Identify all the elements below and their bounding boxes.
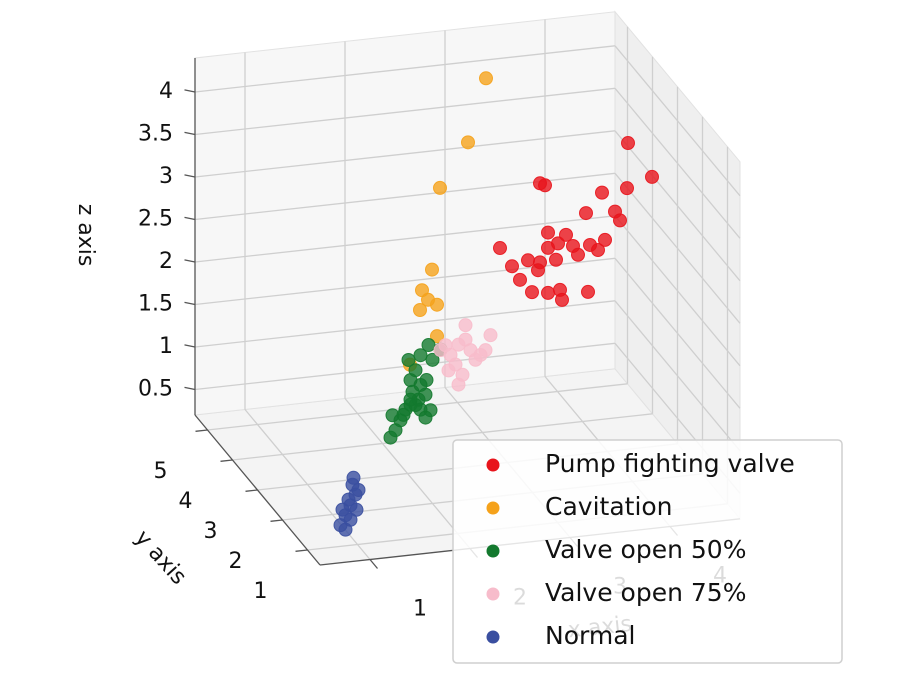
point bbox=[541, 225, 555, 240]
y-tick bbox=[195, 429, 208, 432]
point bbox=[645, 169, 659, 184]
point bbox=[461, 135, 475, 150]
x-tick-label: 1 bbox=[413, 597, 427, 622]
point bbox=[559, 227, 573, 242]
point bbox=[451, 377, 466, 392]
point bbox=[421, 337, 436, 352]
points bbox=[333, 71, 659, 537]
point bbox=[505, 259, 519, 274]
point bbox=[579, 206, 593, 221]
z-tick-label: 0.5 bbox=[138, 377, 173, 402]
point bbox=[408, 363, 423, 378]
y-tick-label: 4 bbox=[179, 489, 193, 514]
point bbox=[595, 185, 609, 200]
point bbox=[346, 470, 361, 485]
legend-marker bbox=[486, 458, 500, 472]
z-tick bbox=[184, 259, 196, 263]
z-tick-label: 3 bbox=[159, 164, 173, 189]
point bbox=[549, 252, 563, 267]
z-tick-label: 1 bbox=[159, 334, 173, 359]
y-tick-label: 3 bbox=[204, 519, 218, 544]
point bbox=[581, 284, 595, 299]
z-tick-label: 1.5 bbox=[138, 292, 173, 317]
y-tick bbox=[220, 459, 233, 462]
point bbox=[598, 232, 612, 247]
z-tick-label: 2 bbox=[159, 249, 173, 274]
point bbox=[458, 318, 473, 333]
point bbox=[396, 407, 411, 422]
point bbox=[403, 392, 418, 407]
point bbox=[430, 329, 444, 344]
legend-marker bbox=[486, 501, 500, 515]
legend-label: Pump fighting valve bbox=[545, 449, 795, 478]
z-tick bbox=[184, 89, 196, 93]
point bbox=[521, 253, 535, 268]
point bbox=[620, 181, 634, 196]
z-tick bbox=[184, 344, 196, 348]
z-tick bbox=[184, 131, 196, 136]
point bbox=[621, 136, 635, 151]
point bbox=[531, 263, 545, 278]
point bbox=[441, 363, 456, 378]
point bbox=[483, 328, 498, 343]
z-tick bbox=[184, 386, 196, 391]
legend-marker bbox=[486, 587, 500, 601]
point bbox=[338, 522, 353, 537]
y-tick bbox=[270, 519, 283, 522]
point bbox=[433, 180, 447, 195]
point bbox=[479, 71, 493, 86]
point bbox=[525, 285, 539, 300]
point bbox=[351, 482, 366, 497]
y-tick-label: 5 bbox=[154, 459, 168, 484]
x-grid-line bbox=[344, 398, 471, 549]
z-tick-label: 2.5 bbox=[138, 207, 173, 232]
legend: Pump fighting valve Cavitation Valve open … bbox=[452, 439, 843, 664]
point bbox=[413, 303, 427, 317]
point bbox=[555, 292, 569, 307]
point bbox=[433, 343, 448, 358]
point bbox=[613, 213, 627, 228]
point bbox=[413, 377, 428, 392]
legend-label: Valve open 50% bbox=[545, 535, 746, 564]
point bbox=[591, 243, 605, 258]
y-tick bbox=[295, 549, 308, 552]
point bbox=[335, 502, 350, 517]
legend-box bbox=[452, 439, 843, 664]
point bbox=[425, 262, 439, 277]
z-tick bbox=[184, 216, 196, 221]
z-tick-label: 4 bbox=[159, 79, 173, 104]
legend-marker bbox=[486, 630, 500, 644]
z-tick bbox=[184, 174, 196, 178]
y-tick-label: 2 bbox=[229, 549, 243, 574]
y-tick bbox=[245, 489, 258, 492]
legend-marker bbox=[486, 544, 500, 558]
point bbox=[468, 352, 483, 367]
point bbox=[513, 272, 527, 287]
point bbox=[541, 285, 555, 300]
point bbox=[533, 176, 547, 191]
y-tick-label: 1 bbox=[254, 579, 268, 604]
point bbox=[401, 352, 416, 367]
point bbox=[458, 332, 473, 347]
legend-label: Valve open 75% bbox=[545, 578, 746, 607]
point bbox=[413, 348, 428, 363]
point bbox=[418, 410, 433, 425]
point bbox=[493, 241, 507, 256]
point bbox=[571, 247, 585, 262]
point bbox=[551, 236, 565, 251]
point bbox=[425, 352, 440, 367]
z-axis-label: z axis bbox=[73, 204, 98, 267]
legend-label: Normal bbox=[545, 621, 635, 650]
y-axis-label: y axis bbox=[130, 525, 191, 589]
z-tick-label: 3.5 bbox=[138, 122, 173, 147]
x-tick bbox=[369, 559, 378, 569]
point bbox=[478, 343, 493, 358]
z-tick bbox=[184, 301, 196, 306]
point bbox=[421, 292, 435, 307]
legend-label: Cavitation bbox=[545, 492, 673, 521]
